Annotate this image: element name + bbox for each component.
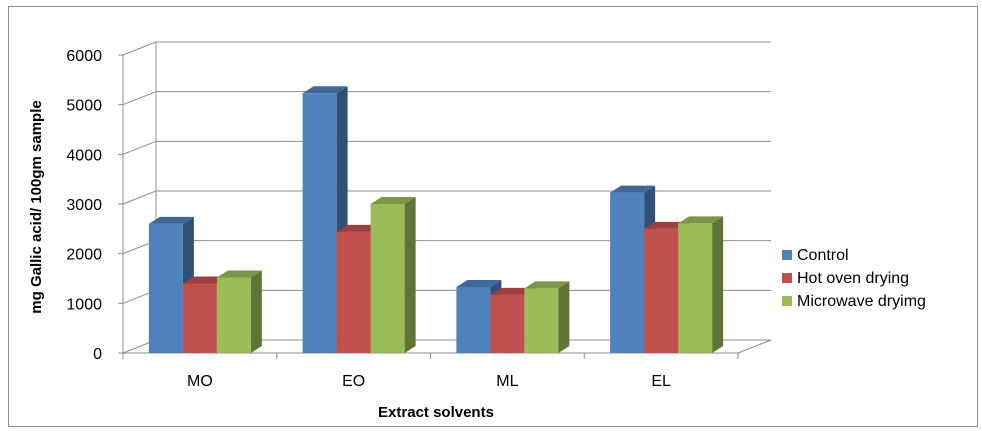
gridline-side	[122, 190, 157, 205]
y-tick-label: 4000	[66, 147, 102, 164]
x-tick-label: EO	[342, 373, 365, 390]
legend-swatch	[782, 273, 792, 283]
bar-front	[678, 223, 713, 353]
bar-side	[250, 270, 262, 353]
bar	[370, 197, 416, 353]
bar-top	[456, 279, 502, 287]
legend-swatch	[782, 296, 792, 306]
bar-top	[148, 216, 194, 224]
bar-top	[644, 221, 690, 229]
legend-label: Microwave dryimg	[797, 293, 926, 310]
legend: Control Hot oven drying Microwave dryimg	[782, 247, 926, 310]
x-tick-label: MO	[187, 373, 213, 390]
legend-label: Hot oven drying	[797, 270, 909, 287]
bar-front	[302, 93, 337, 353]
y-tick-label: 3000	[66, 197, 102, 214]
bar-top	[678, 216, 724, 224]
bar-top	[524, 281, 570, 289]
bar-side	[712, 216, 724, 353]
y-tick-label: 0	[93, 346, 102, 363]
y-tick-label: 5000	[66, 98, 102, 115]
legend-item: Hot oven drying	[782, 270, 909, 287]
bar-front	[336, 231, 371, 353]
chart-frame	[8, 6, 978, 427]
y-tick-label: 2000	[66, 247, 102, 264]
x-tick-label: EL	[651, 373, 671, 390]
legend-item: Control	[782, 247, 849, 264]
bar	[216, 270, 262, 353]
legend-label: Control	[797, 247, 849, 264]
bars	[148, 86, 724, 353]
bar-top	[336, 224, 382, 232]
bar-front	[524, 288, 559, 353]
bar-top	[490, 287, 536, 295]
tick-labels: 0 1000 2000 3000 4000 5000 6000 MO EO ML EL	[66, 48, 671, 390]
bar-top	[370, 197, 416, 204]
bar-top	[216, 270, 262, 278]
x-tick-label: ML	[496, 373, 518, 390]
bar-top	[610, 185, 656, 193]
bar-top	[182, 276, 228, 284]
bar-front	[182, 283, 217, 353]
gridline-side	[122, 41, 157, 56]
bar-side	[404, 197, 416, 353]
x-axis-title: Extract solvents	[378, 404, 494, 421]
bar-front	[490, 294, 525, 353]
bar	[524, 281, 570, 353]
bar	[678, 216, 724, 353]
gridline-side	[122, 91, 157, 106]
bar-front	[456, 286, 491, 353]
bar-front	[148, 223, 183, 353]
legend-item: Microwave dryimg	[782, 293, 926, 310]
bar-front	[370, 204, 405, 353]
y-axis-title: mg Gallic acid/ 100gm sample	[28, 100, 45, 313]
bar-front	[216, 277, 251, 353]
bar-front	[610, 192, 645, 353]
bar-front	[644, 228, 679, 353]
gridline-side	[122, 140, 157, 155]
bar-side	[558, 281, 570, 353]
legend-swatch	[782, 250, 792, 260]
y-tick-label: 1000	[66, 296, 102, 313]
y-tick-label: 6000	[66, 48, 102, 65]
bar-top	[302, 86, 348, 94]
